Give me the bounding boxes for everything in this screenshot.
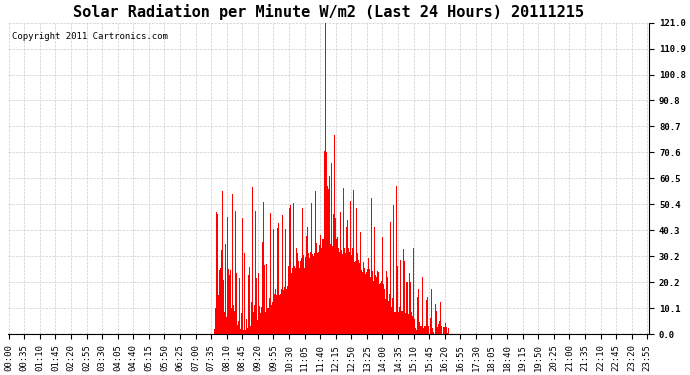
Title: Solar Radiation per Minute W/m2 (Last 24 Hours) 20111215: Solar Radiation per Minute W/m2 (Last 24… <box>73 4 584 20</box>
Text: Copyright 2011 Cartronics.com: Copyright 2011 Cartronics.com <box>12 32 168 41</box>
